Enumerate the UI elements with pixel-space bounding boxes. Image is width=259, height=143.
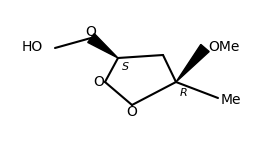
Polygon shape: [176, 44, 209, 82]
Text: HO: HO: [22, 40, 43, 54]
Text: O: O: [93, 75, 104, 89]
Text: R: R: [180, 88, 188, 98]
Polygon shape: [88, 34, 118, 58]
Text: O: O: [85, 25, 96, 39]
Text: O: O: [127, 105, 138, 119]
Text: OMe: OMe: [208, 40, 239, 54]
Text: S: S: [122, 62, 129, 72]
Text: Me: Me: [221, 93, 241, 107]
